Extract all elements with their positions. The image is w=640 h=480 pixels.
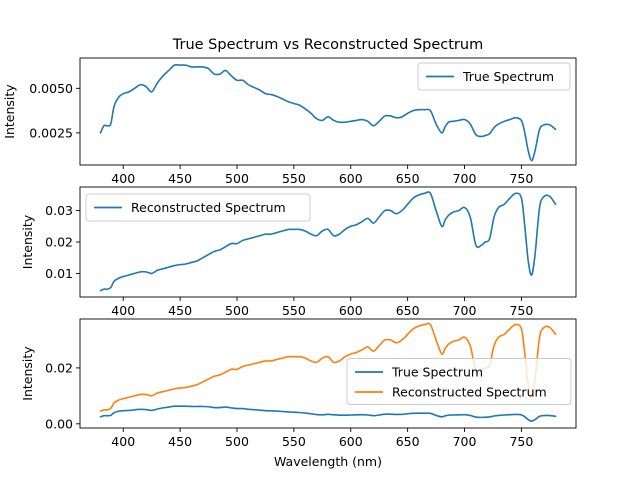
x-tick-label: 700 (453, 434, 477, 449)
x-tick-label: 600 (339, 434, 363, 449)
axes-frame (79, 57, 577, 166)
x-tick-label: 600 (339, 303, 363, 318)
x-tick-label: 650 (396, 303, 420, 318)
x-tick-label: 700 (453, 303, 477, 318)
legend-box (417, 62, 571, 91)
legend-box (346, 358, 572, 405)
y-tick-label: 0.03 (45, 203, 73, 218)
x-tick-label: 700 (453, 171, 477, 186)
x-tick-label: 750 (509, 171, 533, 186)
x-axis-label: Wavelength (nm) (274, 454, 382, 469)
y-axis-label: Intensity (20, 214, 35, 269)
y-axis-label: Intensity (20, 346, 35, 401)
series-line-1 (99, 191, 557, 292)
panel-1: 400 450 500 550 600 650 700 750 0.0025 0.0050 Inte… (2, 57, 577, 186)
x-tick-label: 550 (282, 434, 306, 449)
x-tick-label: 400 (111, 171, 135, 186)
x-tick-label: 550 (282, 171, 306, 186)
y-tick-label: 0.0025 (29, 125, 73, 140)
x-tick-label: 650 (396, 171, 420, 186)
series-line-1 (99, 63, 557, 162)
y-tick-label: 0.02 (45, 235, 73, 250)
x-tick-label: 450 (168, 303, 192, 318)
x-tick-label: 400 (111, 303, 135, 318)
panel-2: 400 450 500 550 600 650 700 750 0.01 0.02 0.03 Inte… (20, 186, 577, 318)
chart-title: True Spectrum vs Reconstructed Spectrum (172, 37, 483, 53)
x-tick-label: 750 (509, 303, 533, 318)
legend: True Spectrum (417, 62, 571, 91)
y-axis-label: Intensity (2, 84, 17, 139)
legend: Reconstructed Spectrum (85, 193, 311, 222)
x-tick-label: 550 (282, 303, 306, 318)
x-tick-label: 450 (168, 434, 192, 449)
y-tick-label: 0.02 (45, 360, 73, 375)
y-tick-label: 0.00 (45, 416, 73, 431)
panel-3: 400 450 500 550 600 650 700 750 0.00 0.02 Intensit… (20, 318, 577, 469)
x-tick-label: 650 (396, 434, 420, 449)
x-tick-label: 500 (225, 303, 249, 318)
x-tick-label: 750 (509, 434, 533, 449)
x-tick-label: 400 (111, 434, 135, 449)
legend-label: Reconstructed Spectrum (392, 385, 547, 400)
x-tick-label: 600 (339, 171, 363, 186)
y-tick-label: 0.01 (45, 266, 73, 281)
legend-label: True Spectrum (462, 69, 554, 84)
y-tick-label: 0.0050 (29, 81, 73, 96)
series-line-1 (99, 405, 557, 422)
legend-label: Reconstructed Spectrum (131, 200, 286, 215)
legend-label: True Spectrum (391, 365, 483, 380)
x-tick-label: 500 (225, 434, 249, 449)
legend-box (85, 193, 311, 222)
legend: True Spectrum Reconstructed Spectrum (346, 358, 572, 405)
panels-group: 400 450 500 550 600 650 700 750 0.0025 0.0050 Inte… (2, 57, 577, 469)
axes-frame (79, 318, 577, 429)
x-tick-label: 450 (168, 171, 192, 186)
x-tick-label: 500 (225, 171, 249, 186)
